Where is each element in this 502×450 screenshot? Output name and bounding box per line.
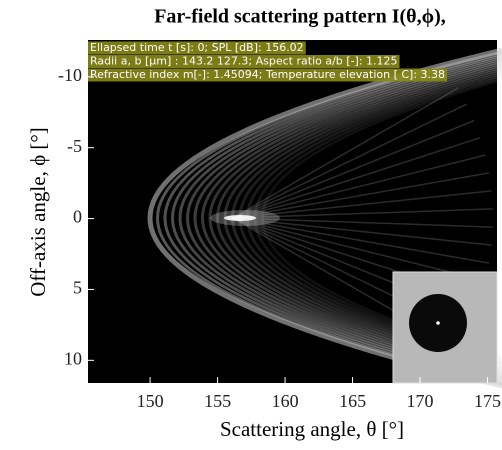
inset-image bbox=[393, 272, 497, 383]
y-tick-label: 0 bbox=[73, 207, 82, 227]
x-tick-label: 150 bbox=[137, 391, 164, 411]
annotation: Radii a, b [μm] : 143.2 127.3; Aspect ra… bbox=[90, 55, 398, 68]
chart-title: Far-field scattering pattern I(θ,ϕ), bbox=[154, 6, 446, 28]
x-tick-label: 165 bbox=[339, 391, 366, 411]
x-axis-label: Scattering angle, θ [°] bbox=[220, 417, 404, 441]
y-tick-label: 10 bbox=[64, 348, 82, 368]
y-tick-label: -5 bbox=[67, 136, 82, 156]
glow bbox=[210, 210, 280, 226]
x-tick-label: 175 bbox=[474, 391, 501, 411]
y-axis-label: Off-axis angle, ϕ [°] bbox=[26, 127, 50, 297]
x-tick-label: 170 bbox=[407, 391, 434, 411]
annotation: Ellapsed time t [s]: 0; SPL [dB]: 156.02 bbox=[90, 41, 304, 54]
y-tick-label: -10 bbox=[58, 65, 82, 85]
x-tick-label: 160 bbox=[272, 391, 299, 411]
y-tick-label: 5 bbox=[73, 278, 82, 298]
x-tick-label: 155 bbox=[204, 391, 231, 411]
annotation: Refractive index m[-]: 1.45094; Temperat… bbox=[90, 68, 445, 81]
